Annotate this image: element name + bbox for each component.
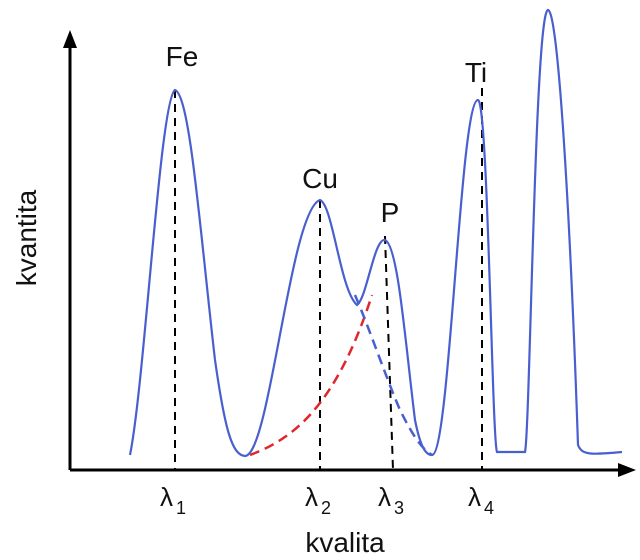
y-axis-title: kvantita [11,189,42,286]
baseline-fit-curve [249,294,374,457]
guide-line-p [384,235,394,471]
peak-label-ti: Ti [465,57,487,88]
peak-label-p: P [381,197,400,228]
deconvolved-peak-flank [353,294,433,457]
peak-label-cu: Cu [302,163,338,194]
y-axis-arrow [63,30,77,48]
peak-label-fe: Fe [166,41,199,72]
axes [63,30,636,477]
x-axis-arrow [618,463,636,477]
spectrum-line [128,8,623,458]
guide-lines [174,88,483,471]
x-axis-title: kvalita [305,527,385,558]
peak-labels: Fe Cu P Ti [166,41,487,228]
